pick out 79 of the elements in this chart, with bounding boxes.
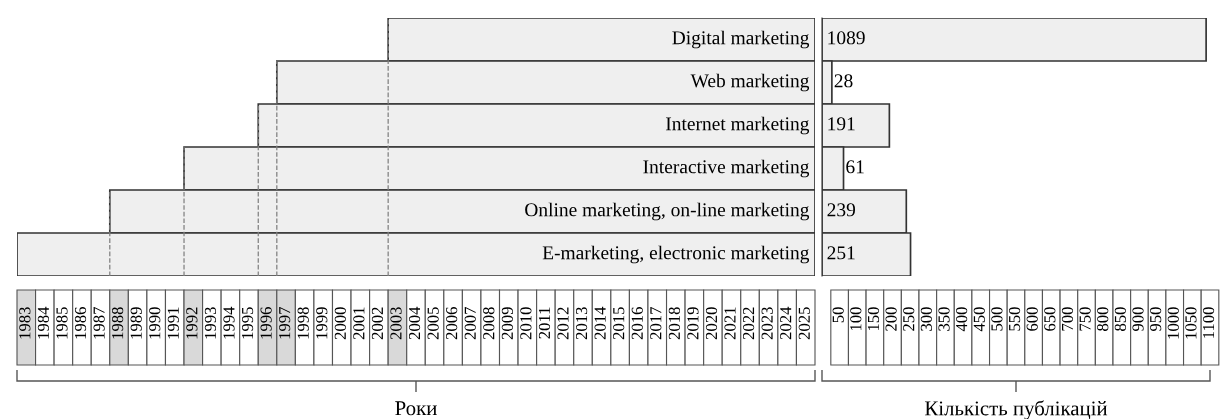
x-axis-title: Кількість публікацій <box>924 400 1108 419</box>
x-tick-label: 1987 <box>93 307 105 339</box>
x-tick-label: 950 <box>1150 307 1162 332</box>
x-tick-label: 1999 <box>316 307 328 339</box>
x-tick-label: 1993 <box>204 307 217 339</box>
category-label: Web marketing <box>690 73 810 92</box>
category-label: E-marketing, electronic marketing <box>542 245 810 264</box>
x-tick-label: 900 <box>1132 307 1144 332</box>
x-tick-label: 450 <box>973 307 985 332</box>
x-tick-label: 1992 <box>186 307 198 339</box>
category-label: Interactive marketing <box>643 159 810 178</box>
x-tick-label: 2006 <box>446 307 458 340</box>
x-tick-label: 2001 <box>353 307 365 340</box>
x-tick-label: 200 <box>885 307 897 331</box>
x-tick-label: 600 <box>1026 307 1038 331</box>
data-label: 239 <box>827 203 856 217</box>
x-tick-label: 2003 <box>390 307 402 340</box>
x-tick-label: 2022 <box>742 307 755 340</box>
x-tick-label: 2020 <box>705 307 718 340</box>
x-tick-label: 2025 <box>798 307 810 340</box>
x-tick-label: 2010 <box>520 307 532 340</box>
category-label: Online marketing, on-line marketing <box>525 202 810 221</box>
x-tick-label: 400 <box>956 307 968 332</box>
data-label: 61 <box>846 160 864 174</box>
x-tick-label: 250 <box>903 307 915 331</box>
x-tick-label: 500 <box>991 307 1003 331</box>
x-tick-label: 2021 <box>724 307 736 340</box>
x-tick-label: 350 <box>938 307 950 331</box>
category-label: Internet marketing <box>665 116 810 135</box>
x-tick-label: 2005 <box>427 307 439 340</box>
x-tick-label: 2008 <box>483 307 495 340</box>
x-tick-label: 2012 <box>557 307 569 340</box>
x-tick-label: 1983 <box>19 307 31 339</box>
data-label: 1089 <box>828 31 865 45</box>
x-tick-label: 2017 <box>650 307 662 340</box>
x-tick-label: 2002 <box>371 307 384 340</box>
x-tick-label: 2009 <box>501 307 513 340</box>
x-tick-label: 1988 <box>111 307 124 339</box>
x-tick-label: 1990 <box>149 307 161 339</box>
x-tick-label: 2023 <box>761 307 773 340</box>
x-axis-title: Роки <box>395 401 437 416</box>
x-tick-label: 300 <box>920 307 932 331</box>
x-tick-label: 1991 <box>167 307 179 339</box>
x-tick-label: 2016 <box>631 307 643 340</box>
x-tick-label: 1100 <box>1202 307 1215 338</box>
x-tick-label: 1986 <box>74 307 87 339</box>
x-tick-label: 2019 <box>687 307 699 340</box>
x-tick-label: 650 <box>1044 307 1056 331</box>
x-tick-label: 1997 <box>279 307 291 339</box>
x-tick-label: 1989 <box>130 307 142 339</box>
category-label: Digital marketing <box>672 30 810 49</box>
data-label: 191 <box>828 117 855 131</box>
data-label: 28 <box>834 74 853 88</box>
x-tick-label: 2014 <box>594 306 606 340</box>
x-tick-label: 2018 <box>668 307 680 340</box>
x-tick-label: 2024 <box>780 306 792 340</box>
x-tick-label: 700 <box>1061 307 1074 331</box>
x-tick-label: 850 <box>1114 307 1126 331</box>
x-tick-label: 1985 <box>56 307 68 339</box>
x-tick-label: 2013 <box>575 307 588 340</box>
x-tick-label: 1000 <box>1167 307 1179 339</box>
x-tick-label: 100 <box>850 307 862 331</box>
x-tick-label: 1984 <box>37 306 50 339</box>
x-tick-label: 2011 <box>538 307 551 339</box>
x-tick-label: 800 <box>1097 307 1109 331</box>
x-tick-label: 2000 <box>334 307 346 340</box>
x-tick-label: 50 <box>832 307 844 323</box>
x-tick-label: 2007 <box>464 307 476 340</box>
x-tick-label: 1994 <box>223 306 235 339</box>
data-label: 251 <box>827 246 855 260</box>
x-tick-label: 1050 <box>1185 307 1197 339</box>
x-tick-label: 550 <box>1008 307 1021 331</box>
x-tick-label: 1995 <box>241 307 254 339</box>
x-tick-label: 2015 <box>613 307 625 340</box>
x-tick-label: 750 <box>1079 307 1091 331</box>
x-tick-label: 1998 <box>297 307 309 339</box>
x-tick-label: 2004 <box>408 306 421 340</box>
x-tick-label: 1996 <box>260 307 272 339</box>
x-tick-label: 150 <box>867 307 880 331</box>
